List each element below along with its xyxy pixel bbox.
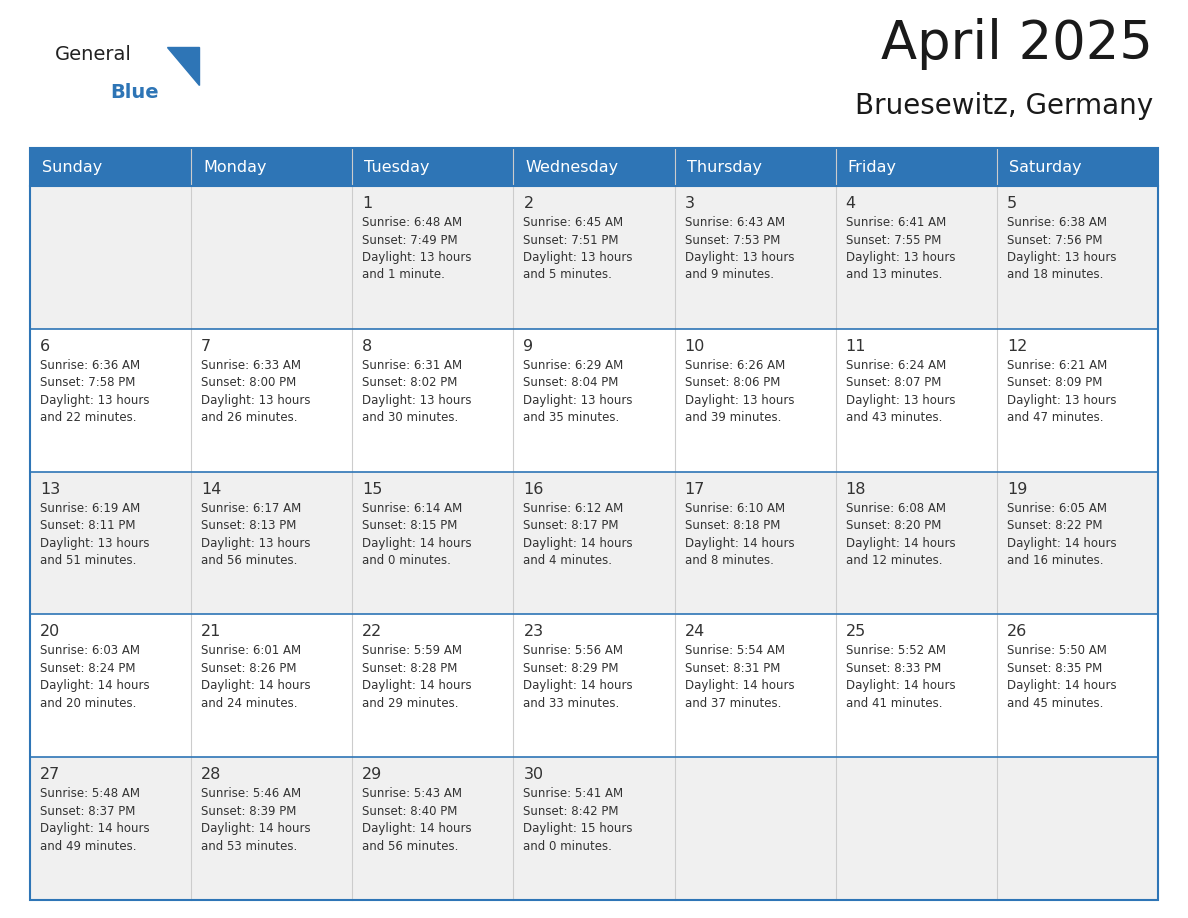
Bar xyxy=(30,329,1158,472)
Text: Sunrise: 5:56 AM
Sunset: 8:29 PM
Daylight: 14 hours
and 33 minutes.: Sunrise: 5:56 AM Sunset: 8:29 PM Dayligh… xyxy=(524,644,633,710)
Text: Sunrise: 5:59 AM
Sunset: 8:28 PM
Daylight: 14 hours
and 29 minutes.: Sunrise: 5:59 AM Sunset: 8:28 PM Dayligh… xyxy=(362,644,472,710)
Text: 28: 28 xyxy=(201,767,221,782)
Text: 16: 16 xyxy=(524,482,544,497)
Text: 10: 10 xyxy=(684,339,704,353)
Text: 11: 11 xyxy=(846,339,866,353)
Text: Bruesewitz, Germany: Bruesewitz, Germany xyxy=(855,92,1154,120)
Text: 25: 25 xyxy=(846,624,866,640)
Text: 1: 1 xyxy=(362,196,373,211)
Text: 18: 18 xyxy=(846,482,866,497)
Text: Monday: Monday xyxy=(203,160,266,174)
Text: Sunrise: 6:31 AM
Sunset: 8:02 PM
Daylight: 13 hours
and 30 minutes.: Sunrise: 6:31 AM Sunset: 8:02 PM Dayligh… xyxy=(362,359,472,424)
Text: 5: 5 xyxy=(1007,196,1017,211)
Text: Saturday: Saturday xyxy=(1009,160,1081,174)
Text: 8: 8 xyxy=(362,339,373,353)
Text: Sunrise: 6:01 AM
Sunset: 8:26 PM
Daylight: 14 hours
and 24 minutes.: Sunrise: 6:01 AM Sunset: 8:26 PM Dayligh… xyxy=(201,644,311,710)
Text: Sunrise: 6:48 AM
Sunset: 7:49 PM
Daylight: 13 hours
and 1 minute.: Sunrise: 6:48 AM Sunset: 7:49 PM Dayligh… xyxy=(362,216,472,282)
Text: Sunrise: 6:45 AM
Sunset: 7:51 PM
Daylight: 13 hours
and 5 minutes.: Sunrise: 6:45 AM Sunset: 7:51 PM Dayligh… xyxy=(524,216,633,282)
Text: 19: 19 xyxy=(1007,482,1028,497)
Text: 2: 2 xyxy=(524,196,533,211)
Bar xyxy=(30,148,1158,186)
Text: 22: 22 xyxy=(362,624,383,640)
Text: 21: 21 xyxy=(201,624,221,640)
Text: General: General xyxy=(55,45,132,64)
Text: 20: 20 xyxy=(40,624,61,640)
Text: Sunrise: 6:14 AM
Sunset: 8:15 PM
Daylight: 14 hours
and 0 minutes.: Sunrise: 6:14 AM Sunset: 8:15 PM Dayligh… xyxy=(362,501,472,567)
Text: 4: 4 xyxy=(846,196,855,211)
Text: 15: 15 xyxy=(362,482,383,497)
Text: Sunrise: 6:03 AM
Sunset: 8:24 PM
Daylight: 14 hours
and 20 minutes.: Sunrise: 6:03 AM Sunset: 8:24 PM Dayligh… xyxy=(40,644,150,710)
Text: Sunrise: 5:50 AM
Sunset: 8:35 PM
Daylight: 14 hours
and 45 minutes.: Sunrise: 5:50 AM Sunset: 8:35 PM Dayligh… xyxy=(1007,644,1117,710)
Text: Sunrise: 6:17 AM
Sunset: 8:13 PM
Daylight: 13 hours
and 56 minutes.: Sunrise: 6:17 AM Sunset: 8:13 PM Dayligh… xyxy=(201,501,310,567)
Text: 12: 12 xyxy=(1007,339,1028,353)
Text: Wednesday: Wednesday xyxy=(525,160,619,174)
Text: Thursday: Thursday xyxy=(687,160,762,174)
Text: Sunrise: 5:43 AM
Sunset: 8:40 PM
Daylight: 14 hours
and 56 minutes.: Sunrise: 5:43 AM Sunset: 8:40 PM Dayligh… xyxy=(362,788,472,853)
Text: Sunrise: 6:24 AM
Sunset: 8:07 PM
Daylight: 13 hours
and 43 minutes.: Sunrise: 6:24 AM Sunset: 8:07 PM Dayligh… xyxy=(846,359,955,424)
Text: Sunrise: 6:19 AM
Sunset: 8:11 PM
Daylight: 13 hours
and 51 minutes.: Sunrise: 6:19 AM Sunset: 8:11 PM Dayligh… xyxy=(40,501,150,567)
Text: 27: 27 xyxy=(40,767,61,782)
Text: 9: 9 xyxy=(524,339,533,353)
Text: Sunrise: 5:54 AM
Sunset: 8:31 PM
Daylight: 14 hours
and 37 minutes.: Sunrise: 5:54 AM Sunset: 8:31 PM Dayligh… xyxy=(684,644,795,710)
Text: Sunrise: 5:52 AM
Sunset: 8:33 PM
Daylight: 14 hours
and 41 minutes.: Sunrise: 5:52 AM Sunset: 8:33 PM Dayligh… xyxy=(846,644,955,710)
Text: Sunrise: 6:29 AM
Sunset: 8:04 PM
Daylight: 13 hours
and 35 minutes.: Sunrise: 6:29 AM Sunset: 8:04 PM Dayligh… xyxy=(524,359,633,424)
Text: Sunrise: 6:41 AM
Sunset: 7:55 PM
Daylight: 13 hours
and 13 minutes.: Sunrise: 6:41 AM Sunset: 7:55 PM Dayligh… xyxy=(846,216,955,282)
Bar xyxy=(30,614,1158,757)
Text: Sunrise: 5:41 AM
Sunset: 8:42 PM
Daylight: 15 hours
and 0 minutes.: Sunrise: 5:41 AM Sunset: 8:42 PM Dayligh… xyxy=(524,788,633,853)
Text: Sunrise: 6:36 AM
Sunset: 7:58 PM
Daylight: 13 hours
and 22 minutes.: Sunrise: 6:36 AM Sunset: 7:58 PM Dayligh… xyxy=(40,359,150,424)
Polygon shape xyxy=(168,47,200,85)
Text: 14: 14 xyxy=(201,482,221,497)
Text: Sunrise: 5:48 AM
Sunset: 8:37 PM
Daylight: 14 hours
and 49 minutes.: Sunrise: 5:48 AM Sunset: 8:37 PM Dayligh… xyxy=(40,788,150,853)
Text: 17: 17 xyxy=(684,482,704,497)
Bar xyxy=(30,472,1158,614)
Text: Sunrise: 6:05 AM
Sunset: 8:22 PM
Daylight: 14 hours
and 16 minutes.: Sunrise: 6:05 AM Sunset: 8:22 PM Dayligh… xyxy=(1007,501,1117,567)
Text: Sunrise: 6:08 AM
Sunset: 8:20 PM
Daylight: 14 hours
and 12 minutes.: Sunrise: 6:08 AM Sunset: 8:20 PM Dayligh… xyxy=(846,501,955,567)
Text: Sunday: Sunday xyxy=(42,160,102,174)
Text: Sunrise: 6:38 AM
Sunset: 7:56 PM
Daylight: 13 hours
and 18 minutes.: Sunrise: 6:38 AM Sunset: 7:56 PM Dayligh… xyxy=(1007,216,1117,282)
Text: Sunrise: 6:12 AM
Sunset: 8:17 PM
Daylight: 14 hours
and 4 minutes.: Sunrise: 6:12 AM Sunset: 8:17 PM Dayligh… xyxy=(524,501,633,567)
Text: Sunrise: 6:10 AM
Sunset: 8:18 PM
Daylight: 14 hours
and 8 minutes.: Sunrise: 6:10 AM Sunset: 8:18 PM Dayligh… xyxy=(684,501,795,567)
Text: Sunrise: 6:33 AM
Sunset: 8:00 PM
Daylight: 13 hours
and 26 minutes.: Sunrise: 6:33 AM Sunset: 8:00 PM Dayligh… xyxy=(201,359,310,424)
Text: 7: 7 xyxy=(201,339,211,353)
Text: 6: 6 xyxy=(40,339,50,353)
Text: April 2025: April 2025 xyxy=(881,18,1154,70)
Text: Sunrise: 6:21 AM
Sunset: 8:09 PM
Daylight: 13 hours
and 47 minutes.: Sunrise: 6:21 AM Sunset: 8:09 PM Dayligh… xyxy=(1007,359,1117,424)
Text: 29: 29 xyxy=(362,767,383,782)
Text: 23: 23 xyxy=(524,624,544,640)
Text: 30: 30 xyxy=(524,767,544,782)
Text: Sunrise: 5:46 AM
Sunset: 8:39 PM
Daylight: 14 hours
and 53 minutes.: Sunrise: 5:46 AM Sunset: 8:39 PM Dayligh… xyxy=(201,788,311,853)
Bar xyxy=(30,148,1158,900)
Text: Sunrise: 6:26 AM
Sunset: 8:06 PM
Daylight: 13 hours
and 39 minutes.: Sunrise: 6:26 AM Sunset: 8:06 PM Dayligh… xyxy=(684,359,794,424)
Text: Blue: Blue xyxy=(110,83,159,102)
Text: Tuesday: Tuesday xyxy=(365,160,430,174)
Text: 3: 3 xyxy=(684,196,695,211)
Text: Friday: Friday xyxy=(848,160,897,174)
Bar xyxy=(30,186,1158,329)
Text: 13: 13 xyxy=(40,482,61,497)
Text: 24: 24 xyxy=(684,624,704,640)
Text: Sunrise: 6:43 AM
Sunset: 7:53 PM
Daylight: 13 hours
and 9 minutes.: Sunrise: 6:43 AM Sunset: 7:53 PM Dayligh… xyxy=(684,216,794,282)
Bar xyxy=(30,757,1158,900)
Text: 26: 26 xyxy=(1007,624,1028,640)
